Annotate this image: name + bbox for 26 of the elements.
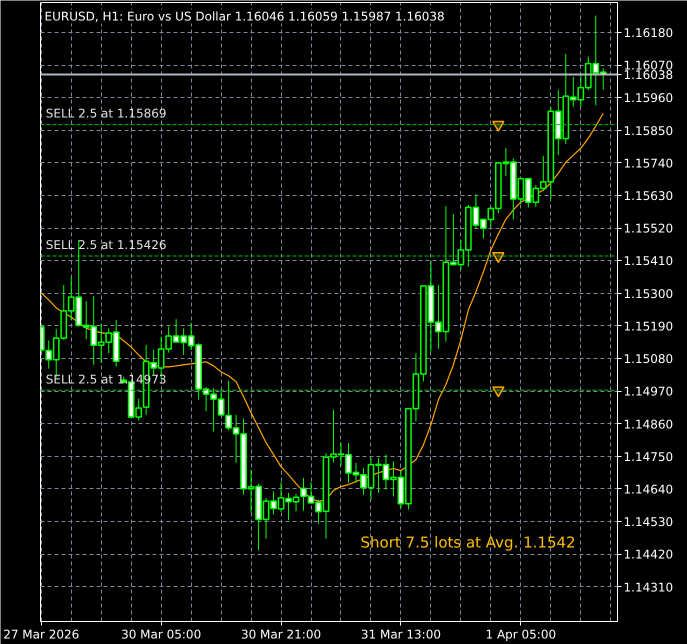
y-tick-label: 1.15740 xyxy=(624,156,674,170)
y-tick-label: 1.14310 xyxy=(624,580,674,594)
y-tick-label: 1.15190 xyxy=(624,319,674,334)
x-tick-label: 1 Apr 05:00 xyxy=(486,628,556,642)
annotation: Short 7.5 lots at Avg. 1.1542 xyxy=(360,534,576,552)
x-tick-label: 31 Mar 13:00 xyxy=(360,628,441,642)
ref-line-label: SELL 2.5 at 1.15869 xyxy=(46,106,167,121)
y-tick-label: 1.15850 xyxy=(624,124,674,138)
y-tick-label: 1.14860 xyxy=(624,417,674,432)
y-tick-label: 1.15960 xyxy=(624,91,674,106)
x-tick-label: 30 Mar 21:00 xyxy=(240,628,322,642)
y-tick-label: 1.14970 xyxy=(624,384,674,399)
y-tick-label: 1.14530 xyxy=(624,515,674,530)
y-tick-label: 1.15410 xyxy=(624,254,674,268)
x-tick-label: 27 Mar 2026 xyxy=(3,628,80,642)
y-tick-label: 1.14640 xyxy=(624,482,674,496)
y-tick-label: 1.15300 xyxy=(624,286,674,301)
y-tick-label: 1.15520 xyxy=(624,222,674,236)
y-tick-label: 1.15630 xyxy=(624,188,674,203)
y-tick-label: 1.16180 xyxy=(624,26,674,40)
text: EURUSD, H1: Euro vs US Dollar 1.16046 1.16059 1.15987 1.16038 xyxy=(44,10,445,24)
y-tick-label: 1.15080 xyxy=(624,352,674,366)
x-tick-label: 30 Mar 05:00 xyxy=(121,628,202,642)
y-tick-label: 1.14420 xyxy=(624,548,674,562)
y-tick-label: 1.14750 xyxy=(624,450,674,464)
ref-line-label: SELL 2.5 at 1.15426 xyxy=(46,238,167,252)
